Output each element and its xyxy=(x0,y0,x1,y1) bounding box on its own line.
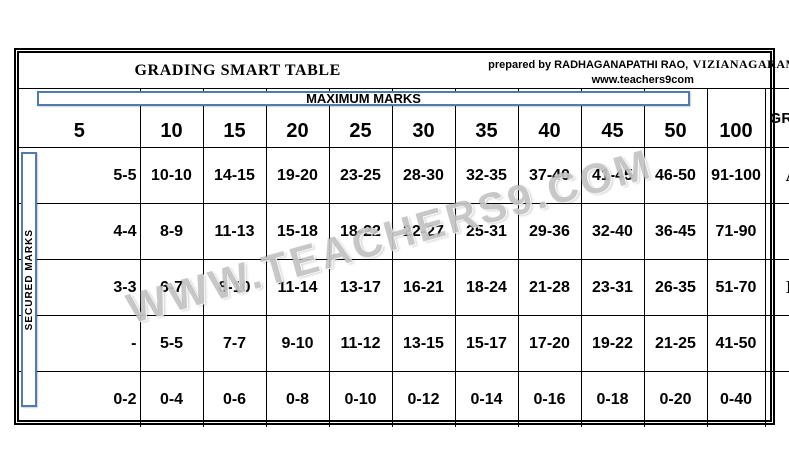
maximum-marks-banner: MAXIMUM MARKS xyxy=(37,91,690,106)
marks-cell: 17-20 xyxy=(518,315,582,372)
marks-cell: 0-14 xyxy=(455,371,519,427)
marks-cell: 51-70 xyxy=(707,259,766,316)
marks-cell: 22-27 xyxy=(392,203,456,260)
marks-cell: 91-100 xyxy=(707,147,766,204)
grade-cell: B+ xyxy=(765,259,789,316)
marks-cell: 11-14 xyxy=(266,259,330,316)
secured-marks-banner: SECURED MARKS xyxy=(21,152,37,407)
marks-cell: 7-7 xyxy=(203,315,267,372)
marks-cell: 32-35 xyxy=(455,147,519,204)
grade-cell: B xyxy=(765,315,789,372)
secured-marks-label: SECURED MARKS xyxy=(23,228,35,331)
page-title: GRADING SMART TABLE xyxy=(134,61,341,79)
table-row-b-plus: 3-3 6-7 8-10 11-14 13-17 16-21 18-24 21-… xyxy=(19,259,789,316)
marks-cell: 5-5 xyxy=(140,315,204,372)
marks-cell: 11-13 xyxy=(203,203,267,260)
marks-cell: 0-10 xyxy=(329,371,393,427)
table-row-c: 0-2 0-4 0-6 0-8 0-10 0-12 0-14 0-16 0-18… xyxy=(19,371,789,428)
marks-cell: 8-10 xyxy=(203,259,267,316)
marks-cell: 10-10 xyxy=(140,147,204,204)
prepared-by-place: VIZIANAGARAM xyxy=(692,56,789,71)
marks-cell: 11-12 xyxy=(329,315,393,372)
max-marks-header-cell: 100 xyxy=(707,88,766,148)
marks-cell: 0-12 xyxy=(392,371,456,427)
marks-cell: 8-9 xyxy=(140,203,204,260)
marks-cell: 0-2 xyxy=(19,371,141,427)
title-cell: GRADING SMART TABLE prepared by RADHAGAN… xyxy=(19,53,789,89)
marks-cell: 25-31 xyxy=(455,203,519,260)
marks-cell: 21-25 xyxy=(644,315,708,372)
marks-cell: 18-22 xyxy=(329,203,393,260)
table-row-a: 4-4 8-9 11-13 15-18 18-22 22-27 25-31 29… xyxy=(19,203,789,260)
marks-cell: 32-40 xyxy=(581,203,645,260)
grade-cell: A xyxy=(765,203,789,260)
marks-cell: 46-50 xyxy=(644,147,708,204)
marks-cell: 29-36 xyxy=(518,203,582,260)
marks-cell: 41-50 xyxy=(707,315,766,372)
table-row-a-plus: 5-5 10-10 14-15 19-20 23-25 28-30 32-35 … xyxy=(19,147,789,204)
grading-table: GRADING SMART TABLE prepared by RADHAGAN… xyxy=(19,53,789,427)
marks-cell: 15-17 xyxy=(455,315,519,372)
marks-cell: 4-4 xyxy=(19,203,141,260)
marks-cell: 0-8 xyxy=(266,371,330,427)
marks-cell: 0-20 xyxy=(644,371,708,427)
marks-cell: 37-40 xyxy=(518,147,582,204)
marks-cell: 6-7 xyxy=(140,259,204,316)
prepared-by-line: prepared by RADHAGANAPATHI RAO, VIZIANAG… xyxy=(456,54,789,74)
marks-cell: 0-4 xyxy=(140,371,204,427)
marks-cell: 19-22 xyxy=(581,315,645,372)
grade-header-cell: GRADE xyxy=(765,88,789,148)
marks-cell: 0-16 xyxy=(518,371,582,427)
prepared-by-text: prepared by RADHAGANAPATHI RAO, xyxy=(488,58,689,71)
marks-cell: 15-18 xyxy=(266,203,330,260)
marks-cell: 23-31 xyxy=(581,259,645,316)
marks-cell: - xyxy=(19,315,141,372)
marks-cell: 13-15 xyxy=(392,315,456,372)
marks-cell: 9-10 xyxy=(266,315,330,372)
marks-cell: 0-40 xyxy=(707,371,766,427)
grade-cell: A+ xyxy=(765,147,789,204)
grading-table-sheet: GRADING SMART TABLE prepared by RADHAGAN… xyxy=(14,48,789,427)
website: www.teachers9com xyxy=(591,73,694,86)
credit-block: prepared by RADHAGANAPATHI RAO, VIZIANAG… xyxy=(456,54,789,88)
marks-cell: 19-20 xyxy=(266,147,330,204)
marks-cell: 14-15 xyxy=(203,147,267,204)
table-row-b: - 5-5 7-7 9-10 11-12 13-15 15-17 17-20 1… xyxy=(19,315,789,372)
marks-cell: 21-28 xyxy=(518,259,582,316)
marks-cell: 71-90 xyxy=(707,203,766,260)
marks-cell: 5-5 xyxy=(19,147,141,204)
marks-cell: 28-30 xyxy=(392,147,456,204)
marks-cell: 18-24 xyxy=(455,259,519,316)
marks-cell: 3-3 xyxy=(19,259,141,316)
marks-cell: 23-25 xyxy=(329,147,393,204)
marks-cell: 0-18 xyxy=(581,371,645,427)
marks-cell: 13-17 xyxy=(329,259,393,316)
marks-cell: 16-21 xyxy=(392,259,456,316)
grade-cell: C xyxy=(765,372,789,428)
marks-cell: 41-45 xyxy=(581,147,645,204)
marks-cell: 36-45 xyxy=(644,203,708,260)
marks-cell: 0-6 xyxy=(203,371,267,427)
marks-cell: 26-35 xyxy=(644,259,708,316)
title-row: GRADING SMART TABLE prepared by RADHAGAN… xyxy=(19,53,789,89)
